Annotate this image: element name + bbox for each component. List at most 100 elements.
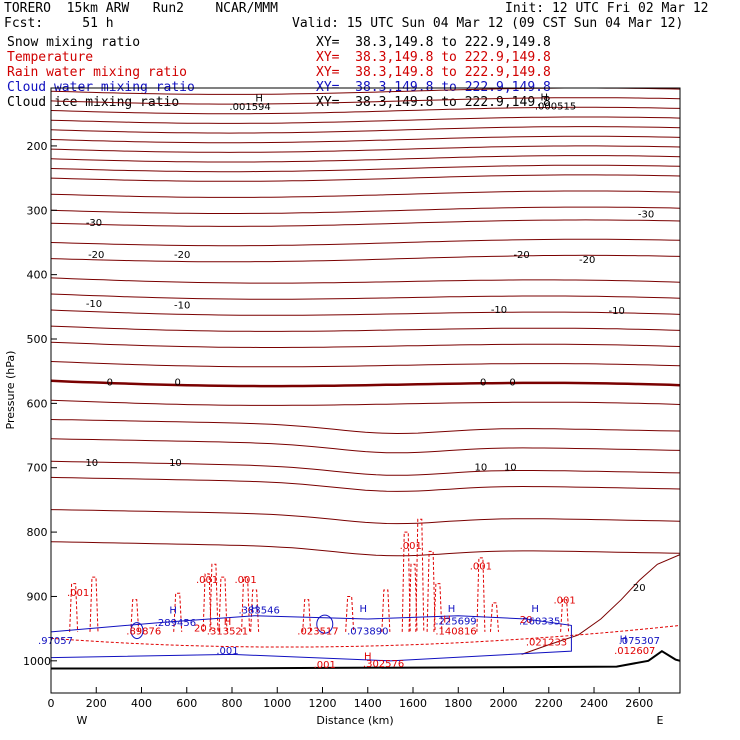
isotherm-label: 10	[85, 458, 98, 469]
isotherm-line	[50, 97, 681, 105]
rain-label: .021233	[526, 638, 567, 649]
isotherm-line	[50, 164, 681, 173]
rain-label: .89876	[126, 627, 161, 638]
x-tick-label: 2200	[535, 697, 563, 710]
isotherm-label: -10	[174, 300, 190, 311]
rain-contour	[89, 576, 99, 632]
rain-label: .012607	[614, 646, 655, 657]
rain-label: .140816	[435, 627, 476, 638]
isotherm-line	[50, 87, 681, 95]
cloud-water-contours	[50, 614, 572, 662]
y-tick-label: 700	[27, 462, 48, 475]
field-xy-temperature: XY= 38.3,149.8 to 222.9,149.8	[316, 50, 551, 65]
isotherm-line	[50, 219, 681, 227]
cloud-water-label: H	[359, 604, 367, 615]
cloud-water-label: .075307	[619, 636, 660, 647]
x-tick-label: 2600	[625, 697, 653, 710]
x-tick-label: 1200	[309, 697, 337, 710]
x-tick-label: 0	[48, 697, 55, 710]
x-tick-label: 1000	[263, 697, 291, 710]
isotherm-label: -10	[86, 299, 102, 310]
isotherm-line	[50, 155, 681, 163]
isotherm-lines	[50, 87, 681, 655]
rain-contour	[476, 557, 486, 632]
rain-contour	[250, 589, 260, 632]
isotherm-line	[50, 309, 681, 316]
rain-contour-base	[50, 624, 681, 648]
isotherm-line	[50, 106, 681, 115]
rain-contour	[560, 599, 570, 632]
valid-time: Valid: 15 UTC Sun 04 Mar 12 (09 CST Sun …	[292, 16, 684, 31]
isotherm-line	[50, 254, 681, 263]
y-tick-label: 400	[27, 269, 48, 282]
field-label-snow: Snow mixing ratio	[7, 35, 141, 50]
isotherm-label: -30	[638, 210, 654, 221]
rain-label: .001	[67, 588, 89, 599]
rain-contour	[130, 599, 140, 632]
y-tick-label: 500	[27, 333, 48, 346]
isotherm-line	[50, 174, 681, 182]
terrain-surface	[51, 649, 681, 670]
isotherm-line	[50, 190, 681, 198]
x-tick-label: 2000	[490, 697, 518, 710]
rain-label: H	[443, 614, 451, 625]
y-tick-label: 800	[27, 526, 48, 539]
isotherm-line	[50, 419, 681, 435]
isotherm-label: 10	[475, 462, 488, 473]
x-tick-label: 2400	[580, 697, 608, 710]
rain-contour	[173, 592, 183, 632]
cloud-water-label: H	[531, 604, 539, 615]
isotherm-line	[50, 509, 681, 525]
cloud-water-label: H	[448, 604, 456, 615]
cloud-ice-label: H	[255, 94, 263, 105]
contour-labels: -30 -30 -20 -20 -20 -20 -10 -10 -10 -10 0 0 0 0 10 10 10…	[38, 92, 660, 671]
isotherm-label: -20	[174, 250, 190, 261]
rain-contour	[415, 518, 425, 632]
forecast-hour: Fcst: 51 h	[4, 16, 114, 31]
isotherm-label: 0	[480, 377, 486, 388]
isotherm-line	[50, 438, 681, 454]
isotherm-label: 10	[504, 462, 517, 473]
isotherm-line	[50, 476, 681, 492]
isotherm-line	[50, 135, 681, 144]
isotherm-line	[50, 361, 681, 368]
rain-contour	[202, 573, 212, 632]
isotherm-label: -20	[579, 255, 595, 266]
rain-contour	[426, 550, 436, 632]
isotherm-20-line	[521, 554, 681, 655]
field-label-rain: Rain water mixing ratio	[7, 65, 188, 80]
isotherm-line	[50, 325, 681, 332]
rain-label: .001	[470, 562, 492, 573]
isotherm-line	[50, 379, 681, 388]
field-label-temperature: Temperature	[7, 50, 94, 65]
isotherm-label: 10	[169, 458, 182, 469]
isotherm-label: -10	[491, 305, 507, 316]
rain-label: .023517	[297, 627, 338, 638]
rain-label: .001	[234, 575, 256, 586]
isotherm-label: -10	[608, 306, 624, 317]
isotherm-label: 20	[633, 583, 646, 594]
cloud-water-label: .073890	[347, 627, 388, 638]
field-xy-snow: XY= 38.3,149.8 to 222.9,149.8	[316, 35, 551, 50]
rain-label: 20	[520, 615, 533, 626]
init-time: Init: 12 UTC Fri 02 Mar 12	[505, 1, 709, 16]
isotherm-line	[50, 341, 681, 348]
isotherm-line	[50, 541, 681, 557]
rain-contour	[209, 563, 219, 632]
axes: 0 200 400 600 800 1000 1200 1400 1600 1800 2000 220…	[23, 140, 653, 710]
rain-label: .001	[553, 596, 575, 607]
rain-label: .001	[196, 575, 218, 586]
cloud-water-label: H	[169, 605, 177, 616]
x-axis-label: Distance (km)	[316, 714, 393, 727]
cloud-water-label: .260335	[519, 616, 560, 627]
isotherm-line	[50, 238, 681, 247]
plot-frame	[50, 87, 681, 694]
x-axis-east-label: E	[657, 714, 664, 727]
x-tick-label: 1800	[444, 697, 472, 710]
x-tick-label: 200	[86, 697, 107, 710]
isotherm-label: 0	[509, 377, 515, 388]
x-tick-label: 600	[176, 697, 197, 710]
rain-label: .001	[400, 541, 422, 552]
rain-label: .001	[314, 660, 336, 671]
rain-contour	[408, 563, 418, 632]
